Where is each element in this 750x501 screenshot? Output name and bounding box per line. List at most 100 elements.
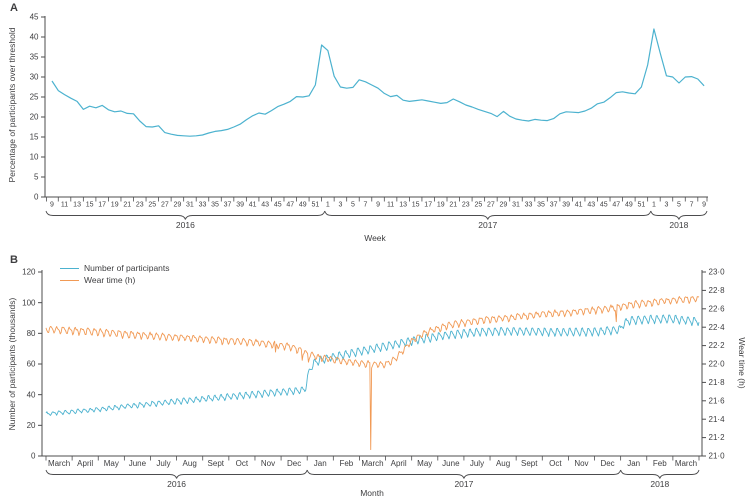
b-month-label: July bbox=[156, 459, 170, 468]
b-right-y-tick-label: 21·0 bbox=[709, 452, 726, 461]
b-month-label: May bbox=[417, 459, 432, 468]
a-x-tick-label: 41 bbox=[249, 202, 257, 209]
b-month-label: Aug bbox=[183, 459, 197, 468]
a-x-tick-label: 9 bbox=[50, 202, 54, 209]
a-x-tick-label: 43 bbox=[587, 202, 595, 209]
a-x-tick-label: 7 bbox=[690, 202, 694, 209]
legend-item-participants: Number of participants bbox=[60, 262, 170, 274]
panel-b-letter: B bbox=[10, 254, 18, 266]
a-x-tick-label: 43 bbox=[261, 202, 269, 209]
panel-b-left-y-axis-title: Number of participants (thousands) bbox=[7, 297, 17, 431]
a-x-tick-label: 21 bbox=[449, 202, 457, 209]
panel-b-x-axis-title: Month bbox=[360, 488, 384, 498]
b-right-y-tick-label: 21·8 bbox=[709, 378, 726, 387]
b-month-label: Nov bbox=[261, 459, 275, 468]
b-right-y-tick-label: 22·2 bbox=[709, 341, 726, 350]
a-x-tick-label: 3 bbox=[338, 202, 342, 209]
b-month-label: March bbox=[48, 459, 70, 468]
a-y-tick-label: 45 bbox=[30, 13, 39, 22]
a-x-tick-label: 29 bbox=[174, 202, 182, 209]
b-month-label: Dec bbox=[600, 459, 614, 468]
b-month-label: Oct bbox=[236, 459, 249, 468]
a-y-tick-label: 35 bbox=[30, 53, 39, 62]
b-month-label: Jan bbox=[627, 459, 640, 468]
a-x-tick-label: 3 bbox=[665, 202, 669, 209]
a-x-tick-label: 13 bbox=[73, 202, 81, 209]
b-month-label: April bbox=[391, 459, 407, 468]
b-month-label: Dec bbox=[287, 459, 301, 468]
b-month-label: Aug bbox=[496, 459, 510, 468]
a-x-tick-label: 45 bbox=[600, 202, 608, 209]
b-month-label: June bbox=[129, 459, 147, 468]
a-x-tick-label: 31 bbox=[512, 202, 520, 209]
b-right-y-tick-label: 21·2 bbox=[709, 433, 726, 442]
b-month-label: June bbox=[442, 459, 460, 468]
a-x-tick-label: 21 bbox=[123, 202, 131, 209]
a-y-tick-label: 20 bbox=[30, 113, 39, 122]
a-x-tick-label: 23 bbox=[462, 202, 470, 209]
b-right-y-tick-label: 22·6 bbox=[709, 304, 726, 313]
a-x-tick-label: 15 bbox=[86, 202, 94, 209]
b-month-label: Sept bbox=[208, 459, 225, 468]
b-left-y-tick-label: 100 bbox=[22, 298, 36, 307]
b-right-y-tick-label: 21·4 bbox=[709, 415, 726, 424]
b-year-brace-2016 bbox=[45, 469, 308, 479]
a-x-tick-label: 29 bbox=[500, 202, 508, 209]
b-year-label: 2018 bbox=[650, 479, 669, 489]
weartime-line-swatch bbox=[60, 279, 79, 281]
a-x-tick-label: 41 bbox=[575, 202, 583, 209]
a-x-tick-label: 23 bbox=[136, 202, 144, 209]
a-year-label: 2016 bbox=[176, 220, 195, 230]
a-x-tick-label: 25 bbox=[148, 202, 156, 209]
a-x-tick-label: 1 bbox=[326, 202, 330, 209]
a-x-tick-label: 9 bbox=[376, 202, 380, 209]
b-month-label: March bbox=[675, 459, 697, 468]
a-x-tick-label: 11 bbox=[61, 202, 68, 209]
a-x-tick-label: 31 bbox=[186, 202, 194, 209]
b-right-y-tick-label: 22·4 bbox=[709, 323, 726, 332]
panel-a-y-axis-title: Percentage of participants over threshol… bbox=[7, 27, 17, 183]
a-x-tick-label: 25 bbox=[474, 202, 482, 209]
a-year-label: 2018 bbox=[669, 220, 688, 230]
b-right-y-tick-label: 21·6 bbox=[709, 396, 726, 405]
a-x-tick-label: 47 bbox=[286, 202, 294, 209]
a-x-tick-label: 49 bbox=[625, 202, 633, 209]
a-x-tick-label: 35 bbox=[537, 202, 545, 209]
b-month-label: March bbox=[361, 459, 383, 468]
b-year-label: 2016 bbox=[167, 479, 186, 489]
a-x-tick-label: 45 bbox=[274, 202, 282, 209]
a-x-tick-label: 17 bbox=[424, 202, 432, 209]
panel-a-letter: A bbox=[10, 2, 18, 14]
a-x-tick-label: 7 bbox=[364, 202, 368, 209]
b-month-label: April bbox=[77, 459, 93, 468]
a-x-tick-label: 5 bbox=[677, 202, 681, 209]
b-month-label: Oct bbox=[549, 459, 562, 468]
b-right-y-tick-label: 22·0 bbox=[709, 360, 726, 369]
b-left-y-tick-label: 120 bbox=[22, 268, 36, 277]
a-x-tick-label: 27 bbox=[161, 202, 169, 209]
a-x-tick-label: 39 bbox=[562, 202, 570, 209]
a-percentage-line bbox=[51, 28, 705, 137]
a-year-brace-2016 bbox=[45, 210, 326, 220]
b-year-brace-2018 bbox=[620, 469, 700, 479]
a-x-tick-label: 37 bbox=[224, 202, 232, 209]
a-y-tick-label: 30 bbox=[30, 73, 39, 82]
a-x-tick-label: 15 bbox=[412, 202, 420, 209]
participants-line-swatch bbox=[60, 267, 79, 269]
a-x-tick-label: 33 bbox=[199, 202, 207, 209]
a-x-tick-label: 11 bbox=[387, 202, 394, 209]
b-year-label: 2017 bbox=[454, 479, 473, 489]
a-y-tick-label: 40 bbox=[30, 33, 39, 42]
a-x-tick-label: 33 bbox=[525, 202, 533, 209]
a-x-tick-label: 1 bbox=[652, 202, 656, 209]
a-x-tick-label: 51 bbox=[637, 202, 645, 209]
panel-b-legend: Number of participants Wear time (h) bbox=[60, 262, 170, 286]
legend-label: Wear time (h) bbox=[84, 275, 136, 285]
b-left-y-tick-label: 0 bbox=[31, 452, 36, 461]
a-x-tick-label: 51 bbox=[311, 202, 319, 209]
b-left-y-tick-label: 80 bbox=[27, 329, 36, 338]
b-left-y-tick-label: 40 bbox=[27, 390, 36, 399]
a-year-label: 2017 bbox=[478, 220, 497, 230]
